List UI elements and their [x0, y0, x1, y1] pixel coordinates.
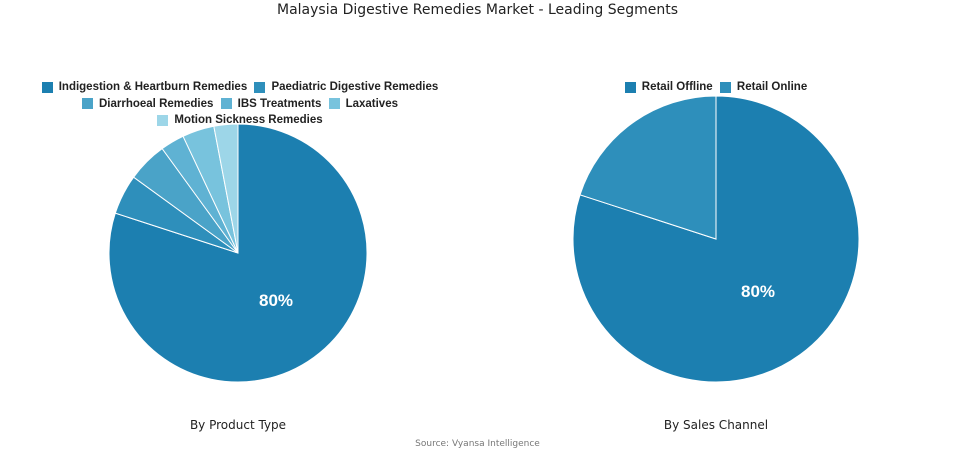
chart-title: Malaysia Digestive Remedies Market - Lea… — [276, 2, 679, 18]
legend-label: Retail Offline — [641, 81, 713, 93]
legend-swatch — [220, 98, 232, 109]
legend-label: Retail Online — [736, 81, 808, 93]
legend-swatch — [624, 81, 636, 93]
legend-item: Laxatives — [328, 97, 398, 111]
legend-item: Diarrhoeal Remedies — [82, 97, 213, 111]
legend-item: Paediatric Digestive Remedies — [254, 80, 438, 94]
caption-product-type: By Product Type — [189, 418, 287, 432]
legend-label: IBS Treatments — [237, 97, 322, 110]
legend-label: Paediatric Digestive Remedies — [271, 81, 439, 93]
slice-data-label: 80% — [741, 282, 775, 301]
legend-item: Indigestion & Heartburn Remedies — [41, 80, 248, 94]
legend-sales-channel: Retail Offline Retail Online — [566, 80, 866, 97]
legend-product-type: Indigestion & Heartburn Remedies Paediat… — [30, 80, 450, 130]
pie-1: 80% — [572, 95, 860, 383]
legend-swatch — [719, 81, 731, 93]
legend-swatch — [82, 98, 93, 109]
caption-sales-channel: By Sales Channel — [663, 418, 769, 432]
source-note: Source: Vyansa Intelligence — [415, 439, 540, 449]
legend-label: Laxatives — [345, 97, 398, 110]
legend-label: Motion Sickness Remedies — [174, 114, 323, 126]
legend-label: Indigestion & Heartburn Remedies — [58, 81, 248, 93]
pie-slice — [213, 123, 239, 254]
legend-item: Retail Offline — [624, 80, 713, 94]
pie-0: 80% — [108, 123, 368, 383]
legend-item: IBS Treatments — [220, 97, 322, 111]
pie-slice — [579, 95, 717, 240]
legend-swatch — [254, 81, 266, 93]
legend-swatch — [328, 98, 340, 109]
legend-swatch — [157, 114, 169, 126]
legend-item: Motion Sickness Remedies — [157, 113, 323, 127]
legend-item: Retail Online — [719, 80, 808, 94]
legend-swatch — [41, 81, 53, 93]
slice-data-label: 80% — [259, 291, 293, 310]
legend-label: Diarrhoeal Remedies — [99, 97, 214, 110]
